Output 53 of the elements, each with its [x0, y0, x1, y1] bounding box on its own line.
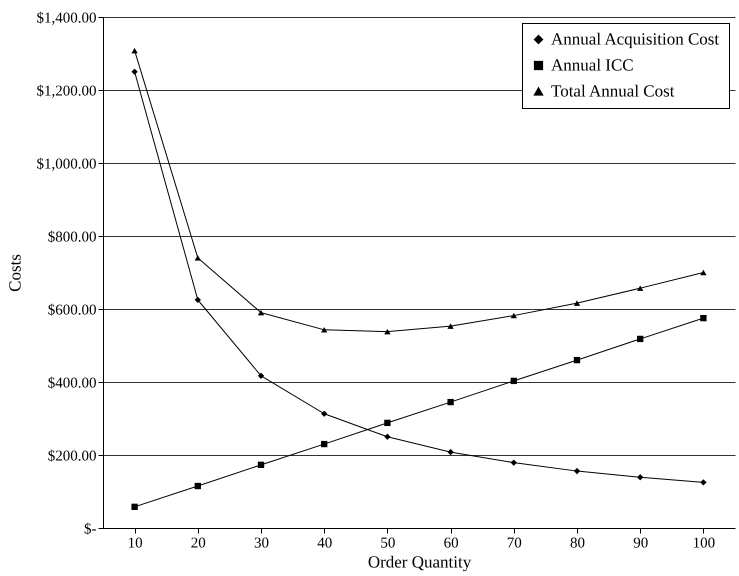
point — [510, 460, 517, 466]
point — [131, 68, 138, 75]
y-tick-label: $1,200.00 — [36, 84, 96, 100]
point — [700, 479, 707, 486]
y-tick-label: $600.00 — [48, 302, 96, 318]
point — [321, 327, 328, 333]
x-tick-label: 100 — [692, 536, 716, 552]
point — [574, 300, 580, 306]
y-axis-title: Costs — [6, 254, 24, 292]
point — [194, 296, 201, 304]
point — [447, 448, 454, 456]
x-tick-label: 40 — [317, 536, 332, 552]
point — [384, 328, 391, 334]
legend-label: Annual ICC — [551, 56, 634, 74]
x-axis-title: Order Quantity — [368, 552, 472, 572]
y-tick-label: $- — [84, 522, 96, 538]
point — [194, 482, 201, 490]
point — [637, 285, 644, 291]
point — [384, 434, 391, 440]
y-tick-label: $400.00 — [48, 376, 96, 392]
point — [131, 48, 138, 54]
point — [384, 420, 391, 426]
x-tick-label: 50 — [380, 536, 396, 552]
point — [321, 440, 328, 448]
x-tick-label: 10 — [128, 536, 143, 552]
point — [574, 468, 580, 474]
point — [637, 474, 644, 480]
y-tick-label: $200.00 — [48, 448, 96, 464]
point — [447, 398, 454, 406]
x-tick-label: 80 — [570, 536, 585, 552]
y-tick-label: $800.00 — [48, 230, 96, 246]
point — [447, 323, 454, 329]
y-tick-label: $1,000.00 — [36, 156, 96, 172]
point — [258, 462, 264, 468]
x-tick-label: 60 — [444, 536, 459, 552]
point — [574, 356, 580, 364]
x-tick-label: 70 — [506, 536, 522, 552]
x-tick-label: 20 — [190, 536, 206, 552]
point — [700, 314, 707, 322]
point — [321, 410, 328, 417]
point — [637, 336, 644, 342]
point — [700, 270, 707, 276]
legend-label: Total Annual Cost — [551, 82, 675, 100]
legend-label: Annual Acquisition Cost — [551, 30, 720, 48]
point — [258, 372, 264, 379]
point — [194, 255, 201, 261]
point — [131, 504, 138, 510]
point — [510, 312, 517, 318]
x-tick-label: 90 — [633, 536, 648, 552]
x-tick-label: 30 — [254, 536, 269, 552]
point — [258, 310, 264, 316]
point — [510, 378, 517, 384]
y-tick-label: $1,400.00 — [36, 10, 96, 26]
